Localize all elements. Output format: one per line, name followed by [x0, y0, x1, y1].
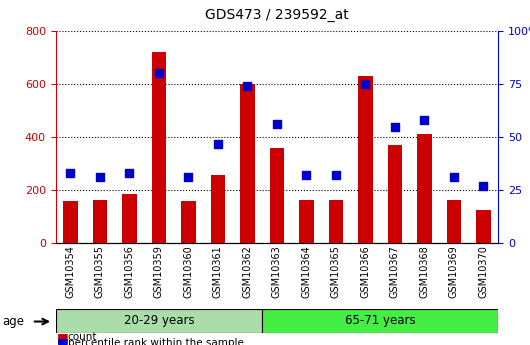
FancyBboxPatch shape — [262, 309, 498, 333]
Text: GSM10367: GSM10367 — [390, 245, 400, 298]
Text: GSM10362: GSM10362 — [242, 245, 252, 298]
Text: GSM10355: GSM10355 — [95, 245, 105, 298]
Text: count: count — [68, 333, 98, 342]
Bar — [270, 148, 284, 243]
Bar — [476, 210, 491, 243]
Text: GSM10364: GSM10364 — [302, 245, 312, 298]
Text: GSM10354: GSM10354 — [65, 245, 75, 298]
Point — [420, 117, 429, 123]
Point — [450, 175, 458, 180]
Text: GSM10365: GSM10365 — [331, 245, 341, 298]
Bar — [122, 194, 137, 243]
FancyBboxPatch shape — [56, 309, 262, 333]
Bar — [329, 200, 343, 243]
Bar — [299, 200, 314, 243]
Point — [125, 170, 134, 176]
Point — [391, 124, 399, 129]
Bar — [447, 200, 461, 243]
Text: ■: ■ — [57, 336, 69, 345]
Text: GSM10363: GSM10363 — [272, 245, 282, 298]
Text: GSM10359: GSM10359 — [154, 245, 164, 298]
Point — [332, 172, 340, 178]
Point — [361, 81, 370, 87]
Point — [302, 172, 311, 178]
Bar — [417, 135, 432, 243]
Point — [243, 83, 252, 89]
Text: ■: ■ — [57, 331, 69, 344]
Bar — [240, 84, 255, 243]
Bar — [63, 201, 78, 243]
Bar — [358, 76, 373, 243]
Text: age: age — [3, 315, 25, 328]
Point — [155, 71, 163, 76]
Text: GSM10360: GSM10360 — [183, 245, 193, 298]
Point — [273, 122, 281, 127]
Text: 20-29 years: 20-29 years — [123, 314, 194, 327]
Bar — [93, 200, 107, 243]
Point — [96, 175, 104, 180]
Bar — [152, 52, 166, 243]
Point — [214, 141, 222, 146]
Text: GSM10366: GSM10366 — [360, 245, 370, 298]
Text: 65-71 years: 65-71 years — [345, 314, 416, 327]
Bar — [387, 145, 402, 243]
Text: percentile rank within the sample: percentile rank within the sample — [68, 338, 244, 345]
Text: GSM10356: GSM10356 — [125, 245, 135, 298]
Point — [479, 183, 488, 189]
Bar — [210, 175, 225, 243]
Point — [184, 175, 193, 180]
Bar — [181, 201, 196, 243]
Text: GSM10370: GSM10370 — [479, 245, 489, 298]
Text: GSM10369: GSM10369 — [449, 245, 459, 298]
Text: GDS473 / 239592_at: GDS473 / 239592_at — [205, 8, 349, 22]
Point — [66, 170, 75, 176]
Text: GSM10368: GSM10368 — [419, 245, 429, 298]
Text: GSM10361: GSM10361 — [213, 245, 223, 298]
